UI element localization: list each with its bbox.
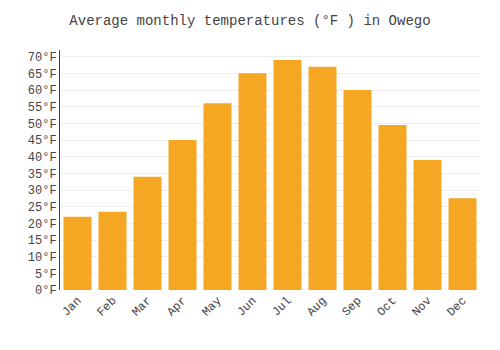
svg-text:0°F: 0°F — [35, 284, 57, 298]
svg-text:60°F: 60°F — [28, 84, 57, 98]
svg-text:5°F: 5°F — [35, 268, 57, 282]
svg-text:Feb: Feb — [94, 294, 119, 319]
svg-text:Jul: Jul — [269, 294, 294, 319]
svg-text:Aug: Aug — [304, 294, 329, 319]
svg-text:50°F: 50°F — [28, 118, 57, 132]
svg-text:20°F: 20°F — [28, 218, 57, 232]
svg-text:30°F: 30°F — [28, 184, 57, 198]
svg-text:Jan: Jan — [59, 294, 84, 319]
svg-text:40°F: 40°F — [28, 151, 57, 165]
svg-text:10°F: 10°F — [28, 251, 57, 265]
svg-text:May: May — [199, 294, 224, 319]
svg-text:Sep: Sep — [339, 294, 364, 319]
svg-text:70°F: 70°F — [28, 51, 57, 65]
svg-text:15°F: 15°F — [28, 234, 57, 248]
svg-text:Mar: Mar — [129, 294, 154, 319]
svg-text:Average monthly temperatures (: Average monthly temperatures (°F ) in Ow… — [69, 13, 430, 29]
svg-text:Jun: Jun — [234, 294, 259, 319]
svg-text:Nov: Nov — [409, 294, 434, 319]
svg-text:25°F: 25°F — [28, 201, 57, 215]
svg-text:Apr: Apr — [164, 294, 189, 319]
svg-text:55°F: 55°F — [28, 101, 57, 115]
svg-text:65°F: 65°F — [28, 68, 57, 82]
svg-text:45°F: 45°F — [28, 134, 57, 148]
svg-text:35°F: 35°F — [28, 168, 57, 182]
svg-text:Oct: Oct — [374, 294, 399, 319]
svg-text:Dec: Dec — [444, 294, 469, 319]
